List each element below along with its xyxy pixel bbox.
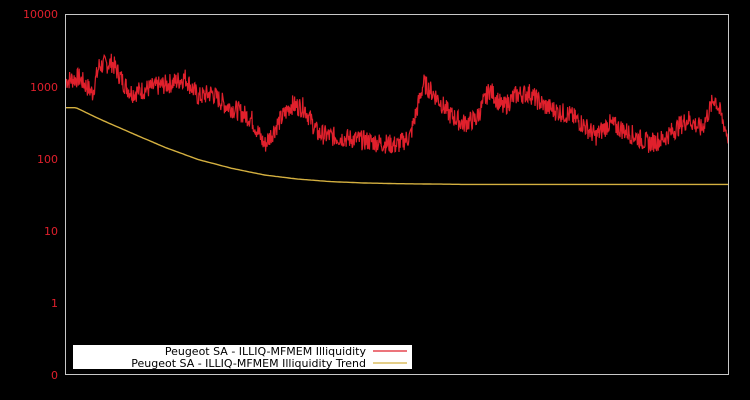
illiquidity-line: [65, 53, 729, 154]
y-tick-label: 100: [37, 153, 58, 166]
plot-frame: [65, 14, 729, 375]
legend-label-trend: Peugeot SA - ILLIQ-MFMEM Illiquidity Tre…: [131, 357, 366, 370]
y-tick-label: 10: [44, 225, 58, 238]
y-tick-label: 10000: [23, 8, 58, 21]
plot-area: [65, 53, 729, 186]
legend-label-illiquidity: Peugeot SA - ILLIQ-MFMEM Illiquidity: [165, 345, 367, 358]
y-axis: 10000 1000 100 10 1 0: [23, 8, 58, 382]
y-tick-label: 0: [51, 369, 58, 382]
legend-box: [73, 345, 412, 369]
illiquidity-trend-line: [66, 106, 728, 186]
y-tick-label: 1: [51, 297, 58, 310]
y-tick-label: 1000: [30, 81, 58, 94]
legend: Peugeot SA - ILLIQ-MFMEM Illiquidity Peu…: [73, 345, 412, 370]
